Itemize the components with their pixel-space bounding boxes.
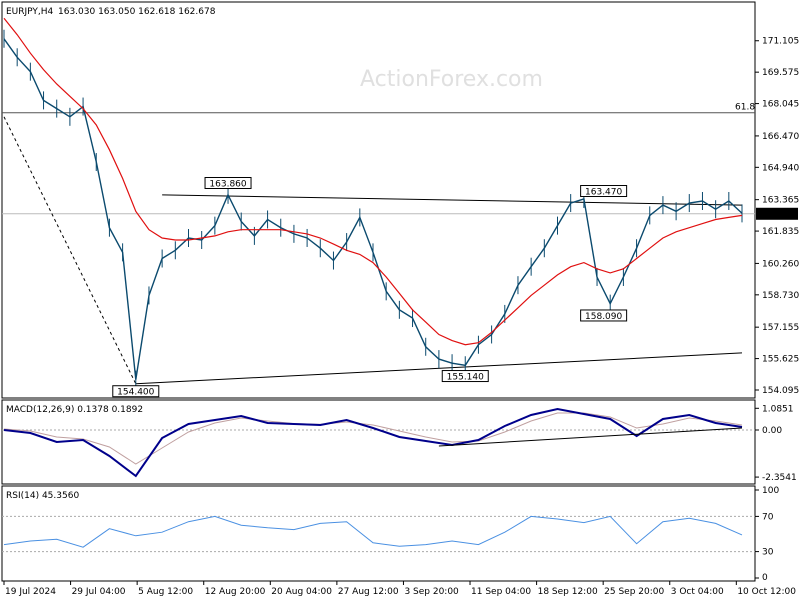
rsi-scale-label: 70 <box>762 512 774 522</box>
x-axis-label: 5 Aug 12:00 <box>138 587 193 597</box>
price-scale-label: 168.045 <box>762 100 799 110</box>
annotation-box <box>580 185 628 198</box>
macd-line <box>3 407 743 478</box>
x-axis-label: 29 Jul 04:00 <box>72 587 126 597</box>
lower-trendline <box>135 352 743 385</box>
current-price-label: 162.678 <box>759 210 796 220</box>
price-scale-label: 154.095 <box>762 386 799 396</box>
x-axis-label: 12 Aug 20:00 <box>205 587 266 597</box>
macd-title: MACD(12,26,9) 0.1378 0.1892 <box>6 405 143 415</box>
price-scale-label: 171.105 <box>762 37 799 47</box>
upper-trendline <box>162 194 743 206</box>
price-scale-label: 160.260 <box>762 259 799 269</box>
annotation-box <box>580 309 628 322</box>
macd-layer: 1.0851 0.00 -2.3541 <box>2 404 797 483</box>
rsi-title: RSI(14) 45.3560 <box>6 491 79 501</box>
x-axis-label: 10 Oct 12:00 <box>737 587 796 597</box>
annotation-box <box>204 177 252 190</box>
watermark: ActionForex.com <box>360 67 543 92</box>
rsi-scale-label: 100 <box>762 486 779 496</box>
rsi-scale-label: 0 <box>762 573 768 583</box>
macd-scale-label: -2.3541 <box>762 473 797 483</box>
price-scale-label: 163.365 <box>762 196 799 206</box>
annotation-box <box>112 385 160 398</box>
price-scale-label: 155.625 <box>762 355 799 365</box>
sma-line <box>3 17 743 346</box>
annotation-label: 158.090 <box>585 312 622 322</box>
price-scale-label: 158.730 <box>762 291 799 301</box>
x-axis-label: 11 Sep 04:00 <box>471 587 531 597</box>
macd-scale-label: 1.0851 <box>762 404 794 414</box>
price-scale-label: 157.155 <box>762 323 799 333</box>
x-axis-label: 27 Aug 12:00 <box>338 587 399 597</box>
macd-scale-label: 0.00 <box>762 426 782 436</box>
x-axis-label: 20 Aug 04:00 <box>271 587 332 597</box>
annotation-label: 154.400 <box>117 388 154 398</box>
x-axis-label: 3 Oct 04:00 <box>671 587 724 597</box>
annotation-box <box>441 370 489 383</box>
price-scale-label: 166.470 <box>762 132 799 142</box>
rsi-layer: 100 70 30 0 <box>2 486 779 583</box>
rsi-scale-label: 30 <box>762 548 774 558</box>
chart-symbol: EURJPY,H4 <box>6 7 54 17</box>
rsi-panel-frame <box>1 485 756 582</box>
price-layer: 171.105 169.575 168.045 166.470 164.940 163.3… <box>2 17 799 398</box>
price-panel-frame <box>1 1 756 399</box>
chart-ohlc: 163.030 163.050 162.618 162.678 <box>58 7 216 17</box>
fib-level-label: 61.8 <box>735 103 755 113</box>
price-scale-label: 161.835 <box>762 227 799 237</box>
current-price-badge <box>756 207 798 220</box>
axis-layer: 19 Jul 2024 29 Jul 04:00 5 Aug 12:00 12 Aug… <box>3 581 796 597</box>
macd-signal-line <box>3 412 743 465</box>
annotation-label: 163.470 <box>585 188 622 198</box>
annotation-label: 155.140 <box>447 373 484 383</box>
x-axis-label: 18 Sep 12:00 <box>538 587 598 597</box>
macd-trendline <box>438 427 743 447</box>
x-axis-label: 25 Sep 20:00 <box>604 587 664 597</box>
price-scale-label: 164.940 <box>762 163 799 173</box>
x-axis-label: 3 Sep 20:00 <box>404 587 459 597</box>
dashed-trendline <box>3 116 137 384</box>
price-scale-label: 169.575 <box>762 68 799 78</box>
annotation-label: 163.860 <box>209 180 246 190</box>
x-axis-label: 19 Jul 2024 <box>5 587 56 597</box>
rsi-line <box>3 515 743 548</box>
